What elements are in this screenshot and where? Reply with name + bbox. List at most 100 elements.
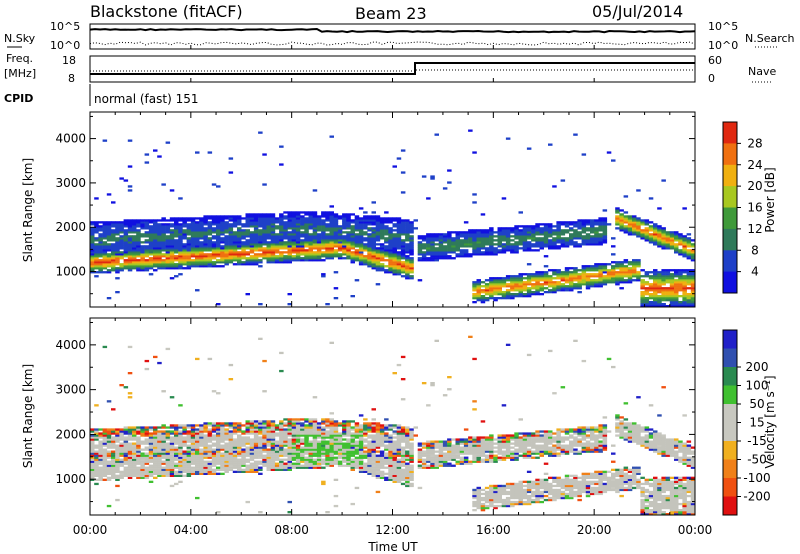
power-cell	[665, 287, 671, 290]
velocity-cell	[102, 470, 108, 473]
power-cell	[253, 217, 259, 220]
power-cell	[346, 233, 351, 236]
velocity-cell	[111, 468, 116, 471]
power-cell	[665, 247, 671, 250]
power-cell	[102, 257, 108, 260]
velocity-cell	[258, 442, 263, 445]
power-cell	[501, 227, 507, 230]
power-cell	[518, 285, 523, 288]
velocity-cell	[291, 444, 297, 447]
power-cell	[279, 239, 284, 242]
power-cell	[228, 223, 234, 226]
velocity-cell	[207, 452, 213, 455]
power-cell	[266, 255, 271, 258]
power-cell	[119, 243, 124, 246]
velocity-cell	[283, 436, 288, 439]
power-cell	[153, 251, 158, 254]
power-cell	[421, 245, 427, 248]
power-cell	[476, 285, 481, 288]
power-cell	[640, 229, 645, 232]
velocity-cell	[274, 432, 280, 435]
velocity-cell	[287, 438, 292, 441]
power-cell	[623, 227, 629, 230]
velocity-cell	[207, 432, 213, 435]
power-cell	[161, 249, 166, 252]
power-cell	[358, 235, 364, 238]
power-cell	[333, 271, 339, 274]
power-cell	[119, 265, 124, 268]
velocity-cell	[119, 474, 124, 477]
power-cell	[594, 239, 599, 242]
power-cell	[174, 231, 179, 234]
power-cell	[165, 237, 171, 240]
power-cell	[564, 221, 570, 224]
power-cell	[611, 261, 616, 264]
power-cell	[396, 273, 402, 276]
velocity-cell	[321, 466, 326, 469]
power-cell	[518, 277, 523, 280]
power-cell	[430, 257, 435, 260]
power-cell	[669, 245, 675, 248]
power-cell	[350, 251, 355, 254]
power-cell	[459, 255, 465, 258]
velocity-cell	[115, 454, 120, 457]
power-cell	[203, 237, 208, 240]
power-cell	[396, 257, 402, 260]
power-cell	[602, 225, 608, 228]
power-cell	[325, 219, 330, 222]
velocity-cell	[140, 474, 145, 477]
power-cell	[619, 281, 624, 284]
power-cell	[207, 265, 213, 268]
power-cell	[165, 231, 171, 234]
power-cell	[653, 233, 658, 236]
power-cell	[648, 225, 654, 228]
power-cell	[472, 235, 477, 238]
power-cell	[581, 231, 587, 234]
velocity-cell	[220, 464, 225, 467]
velocity-cell	[283, 432, 288, 435]
velocity-cell	[169, 472, 175, 475]
velocity-cell	[379, 444, 385, 447]
velocity-cell	[94, 446, 99, 449]
power-cell	[270, 253, 276, 256]
power-cell	[619, 269, 624, 272]
velocity-cell	[157, 458, 162, 461]
velocity-cell	[291, 434, 297, 437]
power-cell	[241, 231, 246, 234]
velocity-cell	[123, 472, 129, 475]
power-cell	[232, 259, 238, 262]
power-cell	[468, 235, 473, 238]
velocity-cell	[102, 434, 108, 437]
power-cell	[258, 303, 263, 306]
velocity-cell	[245, 426, 250, 429]
power-cell	[232, 221, 238, 224]
power-cell	[337, 239, 343, 242]
power-cell	[287, 247, 292, 250]
power-cell	[585, 239, 591, 242]
power-cell	[451, 247, 456, 250]
power-cell	[367, 259, 372, 262]
power-cell	[636, 265, 641, 268]
power-cell	[211, 241, 217, 244]
power-cell	[518, 293, 523, 296]
velocity-cell	[228, 468, 234, 471]
power-cell	[169, 259, 175, 262]
velocity-cell	[287, 468, 292, 471]
power-cell	[653, 241, 658, 244]
power-cell	[148, 249, 154, 252]
power-cell	[169, 247, 175, 250]
power-cell	[161, 225, 166, 228]
velocity-cell	[216, 458, 221, 461]
velocity-cell	[140, 442, 145, 445]
velocity-cell	[102, 464, 108, 467]
velocity-cell	[232, 454, 238, 457]
velocity-cell	[211, 458, 217, 461]
velocity-cell	[186, 434, 192, 437]
power-cell	[400, 221, 406, 224]
velocity-cell	[203, 470, 208, 473]
power-cell	[178, 267, 183, 270]
velocity-cell	[333, 448, 339, 451]
velocity-cell	[123, 470, 129, 473]
power-cell	[371, 253, 376, 256]
velocity-cell	[321, 434, 326, 437]
